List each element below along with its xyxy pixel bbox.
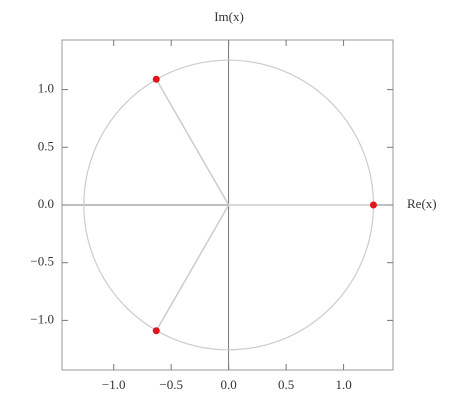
x-tick-label: 0.5 <box>278 377 294 392</box>
point <box>152 327 160 335</box>
x-axis-label: Re(x) <box>407 196 437 211</box>
spoke <box>155 78 230 206</box>
y-tick-label: 1.0 <box>38 81 54 96</box>
x-tick-label: −0.5 <box>159 377 183 392</box>
point <box>152 75 160 83</box>
y-tick-label: −1.0 <box>30 311 54 326</box>
x-tick-label: 0.0 <box>221 377 237 392</box>
y-tick-label: 0.0 <box>38 196 54 211</box>
point <box>369 201 377 209</box>
y-tick-label: 0.5 <box>38 138 54 153</box>
y-tick-label: −0.5 <box>30 254 54 269</box>
x-tick-label: 1.0 <box>335 377 351 392</box>
spoke <box>155 204 230 332</box>
x-tick-label: −1.0 <box>102 377 126 392</box>
y-axis-label: Im(x) <box>214 9 244 24</box>
